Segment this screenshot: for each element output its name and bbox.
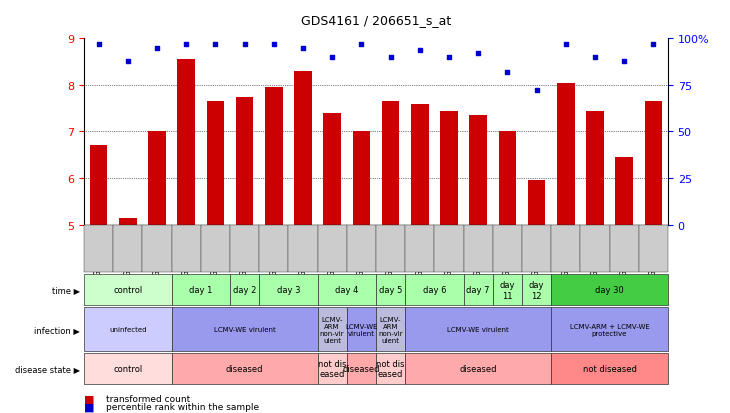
Text: uninfected: uninfected: [109, 326, 147, 332]
Bar: [440, 111, 458, 225]
Text: transformed count: transformed count: [106, 394, 190, 403]
Point: [560, 42, 572, 48]
Point: [210, 42, 221, 48]
Bar: [528, 181, 545, 225]
Point: [297, 45, 309, 52]
Text: LCMV-WE
virulent: LCMV-WE virulent: [345, 323, 377, 336]
Text: day 1: day 1: [189, 286, 212, 294]
Point: [93, 42, 104, 48]
Text: day 7: day 7: [466, 286, 490, 294]
Bar: [119, 218, 137, 225]
Text: day
11: day 11: [499, 280, 515, 300]
Text: day 3: day 3: [277, 286, 300, 294]
Text: day 4: day 4: [335, 286, 358, 294]
Text: day 5: day 5: [379, 286, 402, 294]
Point: [472, 51, 484, 57]
Point: [414, 47, 426, 54]
Text: LCMV-
ARM
non-vir
ulent: LCMV- ARM non-vir ulent: [320, 316, 345, 343]
Text: day
12: day 12: [529, 280, 545, 300]
Text: infection ▶: infection ▶: [34, 325, 80, 334]
Bar: [265, 88, 283, 225]
Text: LCMV-WE virulent: LCMV-WE virulent: [447, 326, 509, 332]
Point: [443, 55, 455, 61]
Bar: [382, 102, 399, 225]
Bar: [236, 97, 253, 225]
Bar: [177, 60, 195, 225]
Point: [180, 42, 192, 48]
Bar: [411, 104, 429, 225]
Text: day 30: day 30: [595, 286, 624, 294]
Text: time ▶: time ▶: [52, 286, 80, 294]
Text: ■: ■: [84, 402, 94, 412]
Bar: [323, 114, 341, 225]
Point: [356, 42, 367, 48]
Text: not diseased: not diseased: [583, 364, 637, 373]
Text: control: control: [113, 364, 142, 373]
Bar: [586, 111, 604, 225]
Text: diseased: diseased: [459, 364, 497, 373]
Point: [122, 58, 134, 65]
Point: [502, 69, 513, 76]
Bar: [499, 132, 516, 225]
Point: [326, 55, 338, 61]
Text: percentile rank within the sample: percentile rank within the sample: [106, 402, 259, 411]
Text: disease state ▶: disease state ▶: [15, 364, 80, 373]
Bar: [148, 132, 166, 225]
Text: not dis
eased: not dis eased: [318, 359, 347, 378]
Point: [268, 42, 280, 48]
Text: diseased: diseased: [226, 364, 264, 373]
Point: [589, 55, 601, 61]
Point: [385, 55, 396, 61]
Text: GDS4161 / 206651_s_at: GDS4161 / 206651_s_at: [301, 14, 451, 27]
Text: LCMV-WE virulent: LCMV-WE virulent: [214, 326, 275, 332]
Bar: [469, 116, 487, 225]
Bar: [207, 102, 224, 225]
Bar: [557, 83, 575, 225]
Point: [531, 88, 542, 95]
Text: day 2: day 2: [233, 286, 256, 294]
Text: ■: ■: [84, 394, 94, 404]
Bar: [645, 102, 662, 225]
Bar: [90, 146, 107, 225]
Bar: [353, 132, 370, 225]
Bar: [615, 158, 633, 225]
Point: [648, 42, 659, 48]
Text: day 6: day 6: [423, 286, 446, 294]
Point: [239, 42, 250, 48]
Bar: [294, 72, 312, 225]
Text: diseased: diseased: [342, 364, 380, 373]
Text: control: control: [113, 286, 142, 294]
Point: [151, 45, 163, 52]
Text: not dis
eased: not dis eased: [376, 359, 405, 378]
Text: LCMV-ARM + LCMV-WE
protective: LCMV-ARM + LCMV-WE protective: [569, 323, 650, 336]
Text: LCMV-
ARM
non-vir
ulent: LCMV- ARM non-vir ulent: [378, 316, 403, 343]
Point: [618, 58, 630, 65]
